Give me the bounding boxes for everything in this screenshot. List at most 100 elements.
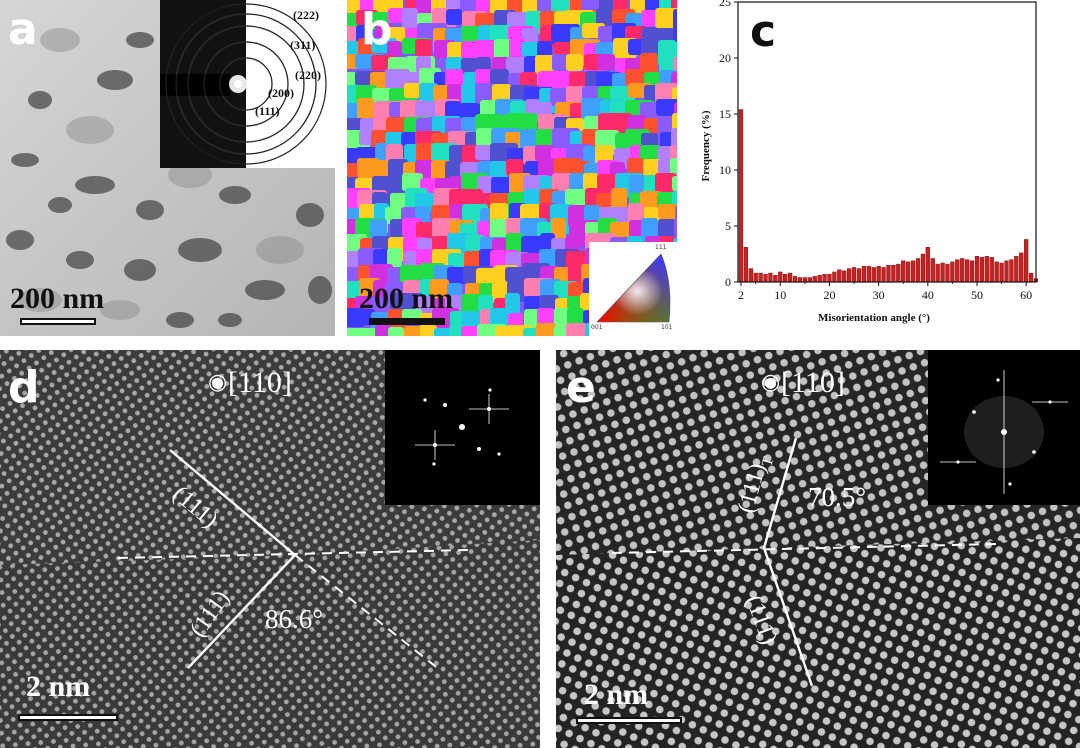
ebsd-grain: [670, 42, 677, 59]
lattice-overlay-d: [117, 449, 471, 671]
histogram-bar: [842, 270, 847, 283]
histogram-bar: [960, 258, 965, 283]
x-tick-label: 30: [873, 288, 885, 302]
histogram-bar: [861, 266, 867, 283]
ebsd-grain: [655, 173, 677, 197]
ebsd-grain: [415, 39, 432, 59]
ebsd-grain: [416, 143, 435, 165]
histogram-bar: [881, 267, 886, 283]
ebsd-grain: [402, 8, 418, 30]
panel-a: (222) (311) (220) (200) (111) a 200 nm: [0, 0, 335, 336]
x-tick-label: 50: [971, 288, 983, 302]
histogram-bar: [773, 275, 778, 283]
ebsd-grain: [507, 0, 523, 12]
histogram-bar: [792, 276, 798, 283]
ebsd-grain: [490, 203, 508, 223]
histogram-bar: [935, 263, 940, 283]
histogram-bar: [974, 256, 980, 283]
ebsd-grain: [521, 113, 537, 131]
histogram-bar: [743, 247, 748, 283]
histogram-bar: [950, 261, 955, 283]
histogram-bar: [906, 261, 911, 283]
misorientation-histogram: 2 10 20 30 40 50 60 0 5 10 15 20 25: [719, 0, 1039, 302]
histogram-bar: [969, 260, 975, 283]
x-tick-label: 20: [823, 288, 835, 302]
scale-label-e: 2 nm: [584, 678, 649, 711]
saed-ring-label-200: (200): [268, 86, 294, 100]
histogram-bar: [1004, 260, 1009, 283]
panel-letter-d: d: [8, 362, 40, 413]
ebsd-grain: [388, 327, 404, 336]
y-tick-label: 10: [719, 163, 731, 177]
ebsd-grain: [656, 99, 677, 116]
ebsd-grain: [464, 251, 482, 269]
zone-axis-symbol-d: ◉: [208, 370, 228, 395]
histogram-bar: [788, 272, 793, 283]
y-tick-label: 20: [719, 51, 731, 65]
scale-bar-d: [18, 714, 118, 721]
x-tick-label: 2: [738, 288, 744, 302]
histogram-bar: [763, 273, 768, 283]
histogram-bar: [901, 260, 906, 283]
histogram-bar: [876, 266, 881, 283]
hrtem-lattice-image-d: [0, 350, 540, 748]
scale-label-d: 2 nm: [26, 670, 91, 703]
zone-axis-label-e: [110]: [781, 366, 845, 399]
ebsd-grain: [415, 101, 440, 117]
panel-letter-a: a: [8, 4, 38, 55]
x-tick-label: 40: [922, 288, 934, 302]
scale-bar-a: [20, 318, 96, 325]
histogram-bar: [994, 261, 999, 283]
ebsd-grain: [566, 86, 586, 104]
histogram-bar: [822, 273, 827, 283]
histogram-bar: [758, 272, 763, 283]
scale-bar-b: [369, 318, 445, 325]
histogram-bar: [955, 259, 960, 283]
ebsd-grain: [404, 83, 420, 98]
histogram-bar: [797, 277, 803, 283]
ebsd-grain: [628, 203, 643, 224]
fft-inset-e: [928, 350, 1080, 505]
histogram-bar: [920, 253, 926, 283]
histogram-bar: [984, 256, 989, 283]
histogram-bar: [1024, 239, 1029, 283]
saed-ring-label-222: (222): [293, 8, 319, 22]
y-tick-label: 0: [725, 275, 731, 289]
ebsd-grain: [445, 101, 461, 119]
histogram-bar: [866, 266, 871, 283]
saed-ring-label-311: (311): [290, 38, 316, 52]
histogram-bar: [817, 275, 822, 283]
histogram-bar: [891, 265, 896, 283]
ebsd-grain: [506, 159, 523, 176]
histogram-bar: [783, 273, 788, 283]
ebsd-grain: [581, 0, 604, 10]
angle-label-d: 86.6°: [265, 604, 324, 634]
x-tick-label: 10: [774, 288, 786, 302]
ebsd-grain: [673, 9, 677, 30]
ebsd-grain: [373, 114, 390, 132]
ebsd-grain: [445, 295, 466, 312]
panel-letter-c: c: [750, 6, 777, 57]
ipf-label-001: 001: [591, 324, 603, 331]
ebsd-grain: [347, 103, 360, 121]
zone-axis-symbol-e: ◉: [761, 370, 781, 395]
ebsd-grain: [674, 218, 677, 239]
y-tick-label: 5: [725, 219, 731, 233]
histogram-bar: [896, 263, 901, 283]
ebsd-grain: [404, 326, 422, 336]
saed-inset: (222) (311) (220) (200) (111): [160, 0, 335, 168]
y-tick-label: 25: [719, 0, 731, 9]
histogram-bar: [999, 262, 1004, 283]
panel-b: 001 101 111 b 200 nm: [347, 0, 677, 336]
ebsd-grain: [625, 69, 644, 86]
panel-letter-e: e: [566, 362, 596, 413]
ebsd-grain: [611, 188, 627, 210]
ebsd-grain: [568, 263, 584, 283]
histogram-bar: [778, 271, 783, 283]
histogram-bar: [930, 258, 935, 283]
ebsd-grain: [672, 176, 677, 191]
ipf-label-111: 111: [655, 244, 667, 251]
histogram-bar: [989, 257, 994, 283]
y-tick-label: 15: [719, 107, 731, 121]
ebsd-grain: [658, 204, 677, 219]
